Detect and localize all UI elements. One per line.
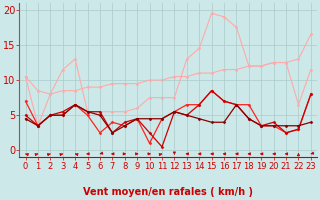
X-axis label: Vent moyen/en rafales ( km/h ): Vent moyen/en rafales ( km/h ) [83,187,253,197]
